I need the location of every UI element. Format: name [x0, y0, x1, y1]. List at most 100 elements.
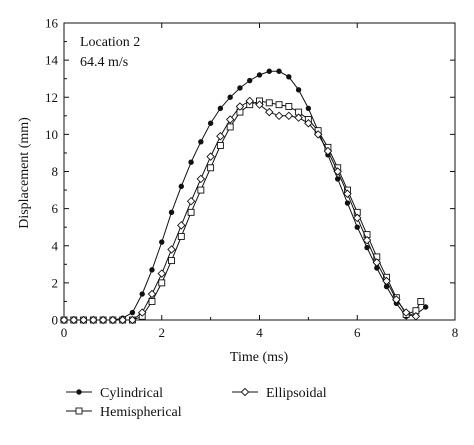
x-tick-label: 2 — [159, 325, 166, 340]
data-point-cylindrical — [198, 139, 204, 145]
legend-marker — [75, 407, 83, 415]
data-point-cylindrical — [188, 159, 194, 165]
data-point-ellipsoidal — [294, 113, 303, 122]
data-point-ellipsoidal — [118, 315, 127, 325]
data-point-ellipsoidal — [411, 312, 421, 321]
data-point-hemispherical — [265, 99, 273, 107]
data-point-cylindrical — [227, 94, 233, 100]
data-point-ellipsoidal — [98, 315, 108, 325]
y-tick-label: 6 — [52, 201, 59, 216]
data-point-hemispherical — [197, 186, 205, 194]
data-point-ellipsoidal — [69, 315, 79, 325]
data-point-ellipsoidal — [225, 115, 235, 124]
data-point-ellipsoidal — [284, 111, 294, 121]
data-point-ellipsoidal — [333, 167, 342, 176]
x-axis-title: Time (ms) — [230, 350, 289, 365]
data-point-ellipsoidal — [323, 146, 333, 156]
annotation-speed: 64.4 m/s — [80, 55, 128, 70]
data-point-ellipsoidal — [128, 315, 137, 325]
data-point-cylindrical — [168, 209, 175, 216]
data-point-hemispherical — [177, 233, 185, 240]
data-point-hemispherical — [207, 164, 215, 172]
data-point-ellipsoidal — [255, 100, 264, 109]
data-point-ellipsoidal — [108, 315, 118, 325]
y-tick-label: 10 — [45, 127, 58, 142]
data-point-ellipsoidal — [343, 189, 352, 199]
data-point-cylindrical — [149, 267, 155, 273]
x-tick-label: 8 — [452, 325, 459, 340]
y-tick-label: 14 — [45, 53, 59, 68]
data-point-ellipsoidal — [157, 269, 166, 278]
data-point-ellipsoidal — [382, 276, 391, 286]
data-point-ellipsoidal — [167, 245, 176, 254]
legend-marker — [76, 389, 82, 395]
data-point-cylindrical — [207, 120, 214, 126]
series-line-ellipsoidal — [64, 100, 417, 321]
data-point-cylindrical — [422, 304, 429, 310]
x-tick-label: 4 — [256, 325, 263, 340]
data-point-cylindrical — [247, 77, 253, 84]
series-layer — [59, 68, 429, 325]
data-point-ellipsoidal — [245, 96, 254, 106]
data-point-ellipsoidal — [313, 130, 323, 139]
data-point-ellipsoidal — [186, 196, 196, 206]
legend-label: Ellipsoidal — [266, 386, 327, 401]
data-point-cylindrical — [129, 309, 136, 316]
data-point-cylindrical — [178, 183, 184, 190]
data-point-ellipsoidal — [304, 119, 313, 128]
data-point-ellipsoidal — [274, 111, 284, 121]
data-point-cylindrical — [344, 200, 351, 206]
legend-item-cylindrical: Cylindrical — [66, 386, 163, 401]
data-point-cylindrical — [159, 239, 165, 245]
series-line-hemispherical — [64, 100, 422, 321]
data-point-hemispherical — [187, 208, 195, 216]
y-tick-label: 2 — [52, 275, 59, 290]
data-point-ellipsoidal — [353, 213, 362, 223]
data-point-hemispherical — [216, 142, 224, 149]
data-point-ellipsoidal — [206, 152, 215, 161]
data-point-cylindrical — [256, 72, 263, 78]
data-point-hemispherical — [226, 123, 234, 131]
legend: Cylindrical Hemispherical Ellipsoidal — [66, 386, 327, 420]
series-ellipsoidal — [59, 96, 421, 325]
y-tick-label: 12 — [45, 90, 58, 105]
data-point-cylindrical — [139, 291, 145, 297]
series-cylindrical — [61, 68, 429, 323]
data-point-cylindrical — [335, 176, 341, 182]
y-tick-label: 8 — [52, 164, 59, 179]
x-tick-label: 6 — [354, 325, 361, 340]
data-point-cylindrical — [305, 105, 312, 112]
data-point-cylindrical — [354, 224, 360, 230]
data-point-ellipsoidal — [196, 174, 206, 184]
data-point-hemispherical — [148, 297, 156, 305]
data-point-hemispherical — [285, 103, 293, 110]
annotation-location: Location 2 — [80, 35, 140, 50]
data-point-cylindrical — [217, 105, 224, 112]
y-tick-label: 4 — [52, 238, 59, 253]
x-tick-label: 0 — [61, 325, 68, 340]
data-point-ellipsoidal — [362, 235, 372, 245]
data-point-cylindrical — [266, 68, 272, 74]
y-tick-label: 0 — [52, 313, 59, 328]
series-hemispherical — [60, 97, 425, 324]
legend-marker — [240, 387, 250, 397]
legend-item-ellipsoidal: Ellipsoidal — [232, 386, 327, 401]
data-point-ellipsoidal — [401, 308, 411, 317]
data-point-ellipsoidal — [59, 315, 69, 325]
legend-label: Hemispherical — [100, 405, 182, 420]
data-point-ellipsoidal — [147, 289, 157, 299]
data-point-hemispherical — [158, 279, 166, 287]
data-point-cylindrical — [276, 68, 282, 74]
legend-label: Cylindrical — [100, 386, 163, 401]
data-point-ellipsoidal — [265, 107, 274, 117]
labels-layer: Location 2 64.4 m/s Time (ms) Displaceme… — [17, 35, 288, 365]
data-point-cylindrical — [364, 244, 370, 251]
data-point-ellipsoidal — [235, 102, 245, 111]
axes-layer: 0 2 4 6 8 0 2 4 6 8 10 12 14 16 — [45, 16, 458, 341]
data-point-ellipsoidal — [372, 258, 382, 267]
data-point-ellipsoidal — [177, 221, 186, 230]
data-point-ellipsoidal — [392, 295, 401, 304]
data-point-hemispherical — [168, 257, 175, 265]
